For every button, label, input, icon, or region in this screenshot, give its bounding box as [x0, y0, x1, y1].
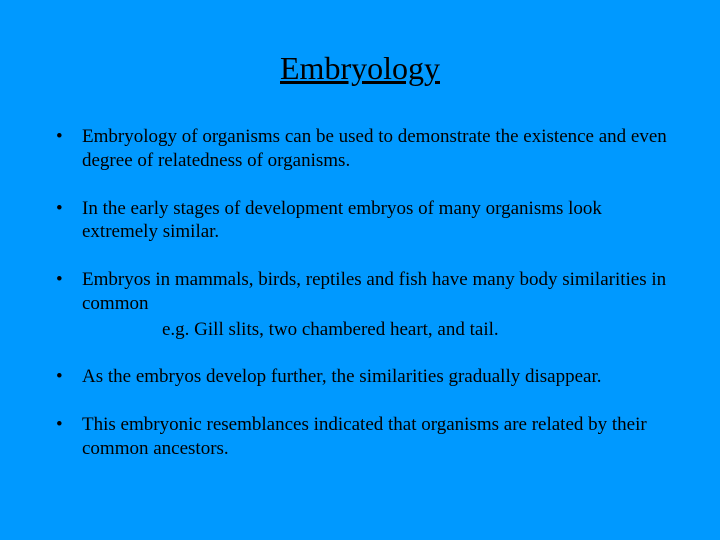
bullet-text: Embryology of organisms can be used to d…: [82, 126, 667, 171]
list-item: Embryology of organisms can be used to d…: [56, 125, 680, 173]
bullet-text: This embryonic resemblances indicated th…: [82, 414, 647, 459]
bullet-list: Embryology of organisms can be used to d…: [40, 125, 680, 461]
bullet-text: Embryos in mammals, birds, reptiles and …: [82, 269, 666, 314]
slide-title: Embryology: [40, 50, 680, 87]
list-item: This embryonic resemblances indicated th…: [56, 413, 680, 461]
bullet-text: In the early stages of development embry…: [82, 198, 602, 243]
bullet-text: As the embryos develop further, the simi…: [82, 366, 602, 387]
bullet-subtext: e.g. Gill slits, two chambered heart, an…: [82, 318, 680, 342]
list-item: Embryos in mammals, birds, reptiles and …: [56, 268, 680, 341]
list-item: In the early stages of development embry…: [56, 197, 680, 245]
list-item: As the embryos develop further, the simi…: [56, 365, 680, 389]
